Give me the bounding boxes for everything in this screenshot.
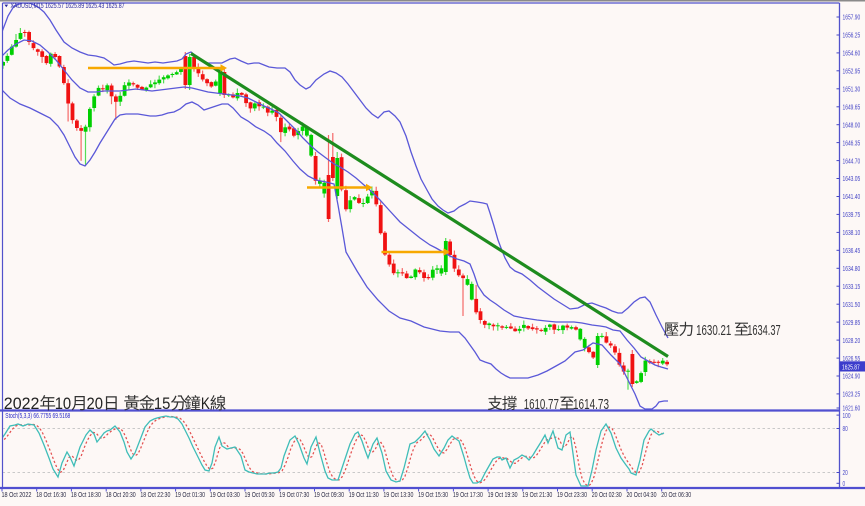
svg-text:1636.45: 1636.45 bbox=[843, 246, 861, 255]
svg-text:Stoch(5,3,3) 66.7755 69.5168: Stoch(5,3,3) 66.7755 69.5168 bbox=[5, 413, 70, 420]
svg-text:K: K bbox=[201, 394, 211, 413]
svg-text:18 Oct 18:30: 18 Oct 18:30 bbox=[71, 492, 101, 499]
svg-text:19 Oct 13:30: 19 Oct 13:30 bbox=[383, 492, 413, 499]
svg-text:XAUUSD,M15 1625.57 1625.89 162: XAUUSD,M15 1625.57 1625.89 1625.43 1625.… bbox=[11, 3, 125, 10]
svg-text:20: 20 bbox=[843, 468, 848, 477]
svg-text:19 Oct 09:30: 19 Oct 09:30 bbox=[314, 492, 344, 499]
svg-text:1646.35: 1646.35 bbox=[843, 138, 861, 147]
svg-text:19 Oct 05:30: 19 Oct 05:30 bbox=[245, 492, 275, 499]
svg-text:1657.90: 1657.90 bbox=[843, 13, 861, 22]
svg-text:1641.40: 1641.40 bbox=[843, 192, 861, 201]
svg-text:1651.30: 1651.30 bbox=[843, 85, 861, 94]
svg-text:1610.77: 1610.77 bbox=[524, 397, 559, 413]
svg-text:19 Oct 23:30: 19 Oct 23:30 bbox=[557, 492, 587, 499]
svg-text:1644.70: 1644.70 bbox=[843, 156, 861, 165]
svg-text:1623.25: 1623.25 bbox=[843, 390, 861, 399]
svg-text:20: 20 bbox=[87, 394, 104, 413]
svg-text:20 Oct 02:30: 20 Oct 02:30 bbox=[592, 492, 622, 499]
svg-text:0: 0 bbox=[843, 479, 846, 488]
svg-text:20 Oct 04:30: 20 Oct 04:30 bbox=[627, 492, 657, 499]
svg-text:18 Oct 2022: 18 Oct 2022 bbox=[2, 492, 32, 499]
svg-text:15: 15 bbox=[154, 394, 171, 413]
svg-text:1648.00: 1648.00 bbox=[843, 120, 861, 129]
svg-text:18 Oct 22:30: 18 Oct 22:30 bbox=[140, 492, 170, 499]
svg-text:80: 80 bbox=[843, 424, 848, 433]
svg-text:19 Oct 07:30: 19 Oct 07:30 bbox=[279, 492, 309, 499]
svg-text:1634.80: 1634.80 bbox=[843, 264, 861, 273]
svg-text:1624.90: 1624.90 bbox=[843, 372, 861, 381]
svg-text:19 Oct 19:30: 19 Oct 19:30 bbox=[488, 492, 518, 499]
svg-text:1634.37: 1634.37 bbox=[747, 323, 781, 339]
svg-text:1656.25: 1656.25 bbox=[843, 31, 861, 40]
svg-text:1628.20: 1628.20 bbox=[843, 336, 861, 345]
svg-text:1638.10: 1638.10 bbox=[843, 228, 861, 237]
svg-text:19 Oct 01:30: 19 Oct 01:30 bbox=[175, 492, 205, 499]
svg-text:1631.50: 1631.50 bbox=[843, 300, 861, 309]
svg-text:100: 100 bbox=[843, 411, 851, 420]
svg-text:1639.75: 1639.75 bbox=[843, 210, 861, 219]
svg-text:18 Oct 16:30: 18 Oct 16:30 bbox=[36, 492, 66, 499]
svg-text:1629.85: 1629.85 bbox=[843, 318, 861, 327]
svg-text:1643.05: 1643.05 bbox=[843, 174, 861, 183]
svg-text:19 Oct 11:30: 19 Oct 11:30 bbox=[349, 492, 379, 499]
svg-text:1633.15: 1633.15 bbox=[843, 282, 861, 291]
svg-text:2022: 2022 bbox=[4, 394, 40, 413]
svg-text:20 Oct 06:30: 20 Oct 06:30 bbox=[661, 492, 691, 499]
svg-text:1630.21: 1630.21 bbox=[696, 323, 731, 339]
svg-text:19 Oct 17:30: 19 Oct 17:30 bbox=[453, 492, 483, 499]
svg-text:1649.65: 1649.65 bbox=[843, 103, 861, 112]
svg-text:18 Oct 20:30: 18 Oct 20:30 bbox=[106, 492, 136, 499]
svg-text:1652.95: 1652.95 bbox=[843, 67, 861, 76]
svg-text:1654.60: 1654.60 bbox=[843, 49, 861, 58]
svg-text:1625.87: 1625.87 bbox=[842, 362, 860, 371]
svg-text:1614.73: 1614.73 bbox=[573, 397, 609, 413]
svg-text:19 Oct 03:30: 19 Oct 03:30 bbox=[210, 492, 240, 499]
svg-text:10: 10 bbox=[55, 394, 71, 413]
svg-text:19 Oct 21:30: 19 Oct 21:30 bbox=[522, 492, 552, 499]
svg-text:19 Oct 15:30: 19 Oct 15:30 bbox=[418, 492, 448, 499]
